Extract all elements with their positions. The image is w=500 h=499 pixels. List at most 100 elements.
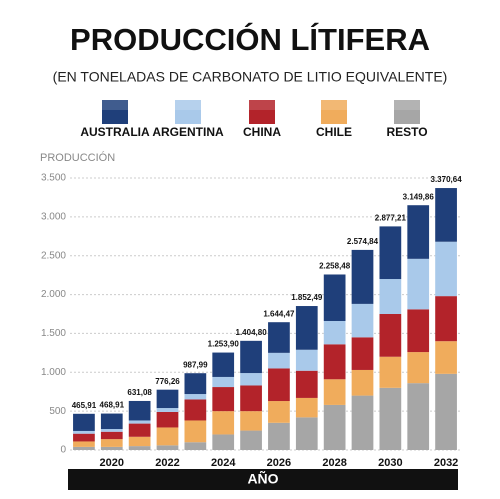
bar-segment xyxy=(268,322,290,353)
bar-segment xyxy=(73,413,95,431)
x-tick-label: 2032 xyxy=(434,457,458,469)
bar-segment xyxy=(323,344,346,380)
y-tick-label: 0 xyxy=(60,445,66,456)
legend-label: ARGENTINA xyxy=(152,125,224,139)
bar-segment xyxy=(240,385,262,412)
bar-segment xyxy=(351,249,374,304)
bar-segment xyxy=(128,446,151,450)
bar-segment xyxy=(128,436,151,447)
y-tick-label: 2.000 xyxy=(41,289,66,300)
total-label: 1.644,47 xyxy=(263,309,295,318)
bar-segment xyxy=(156,389,179,409)
bar-segment xyxy=(184,420,207,443)
bar-segment xyxy=(379,314,402,357)
legend-label: CHILE xyxy=(316,125,352,139)
bar-segment xyxy=(435,241,457,297)
bar-segment xyxy=(435,373,457,450)
total-label: 1.253,90 xyxy=(208,340,240,349)
bar-segment xyxy=(268,422,290,450)
bar-segment xyxy=(100,431,123,440)
legend-label: CHINA xyxy=(243,125,281,139)
bar-segment xyxy=(407,205,430,259)
legend-label: RESTO xyxy=(386,125,427,139)
legend-swatch xyxy=(249,110,275,124)
total-label: 3.149,86 xyxy=(403,192,435,201)
bar-segment xyxy=(323,404,346,450)
y-axis-label: PRODUCCIÓN xyxy=(40,151,115,164)
x-axis-label: AÑO xyxy=(247,470,278,487)
x-tick-label: 2028 xyxy=(322,457,346,469)
bar-segment xyxy=(379,356,402,388)
bar-segment xyxy=(295,349,318,371)
bar-segment xyxy=(435,296,457,342)
x-tick-label: 2020 xyxy=(100,457,124,469)
bar-segment xyxy=(100,439,123,447)
bar-segment xyxy=(323,320,346,345)
bar-segment xyxy=(212,434,235,450)
bar-segment xyxy=(351,395,374,450)
bar-segment xyxy=(128,420,151,424)
bar-segment xyxy=(323,274,346,321)
bar-segment xyxy=(351,303,374,338)
total-label: 465,91 xyxy=(72,401,97,410)
bar-segment xyxy=(295,397,318,418)
bar-segment xyxy=(100,413,123,430)
total-label: 776,26 xyxy=(155,377,180,386)
total-label: 987,99 xyxy=(183,360,208,369)
x-tick-label: 2022 xyxy=(155,457,179,469)
bar-segment xyxy=(435,188,457,242)
bar-segment xyxy=(156,445,179,450)
legend-swatch xyxy=(175,100,201,110)
y-tick-label: 3.000 xyxy=(41,211,66,222)
legend-swatch xyxy=(321,110,347,124)
total-label: 3.370,64 xyxy=(431,175,463,184)
bar-segment xyxy=(268,401,290,423)
legend-swatch xyxy=(102,110,128,124)
total-label: 631,08 xyxy=(127,388,152,397)
bar-segment xyxy=(184,373,207,395)
legend-swatch xyxy=(249,100,275,110)
bar-segment xyxy=(100,429,123,432)
bar-segment xyxy=(351,369,374,396)
bar-segment xyxy=(184,399,207,421)
bar-segment xyxy=(240,373,262,386)
total-label: 468,91 xyxy=(100,401,125,410)
legend-swatch xyxy=(175,110,201,124)
bar-segment xyxy=(212,352,235,377)
bar-segment xyxy=(407,258,430,310)
bar-segment xyxy=(240,340,262,374)
bar-segment xyxy=(351,337,374,370)
bar-segment xyxy=(128,423,151,437)
x-tick-label: 2026 xyxy=(267,457,291,469)
y-tick-label: 1.500 xyxy=(41,328,66,339)
legend-swatch xyxy=(394,110,420,124)
total-label: 2.258,48 xyxy=(319,262,351,271)
bar-segment xyxy=(184,442,207,450)
legend-swatch xyxy=(321,100,347,110)
total-label: 2.574,84 xyxy=(347,237,379,246)
total-label: 2.877,21 xyxy=(375,214,407,223)
legend-label: AUSTRALIA xyxy=(80,125,150,139)
x-axis-band xyxy=(68,469,458,490)
bar-segment xyxy=(407,383,430,450)
x-tick-label: 2030 xyxy=(378,457,402,469)
legend-swatch xyxy=(394,100,420,110)
bar-segment xyxy=(73,433,95,442)
bar-segment xyxy=(295,306,318,350)
bar-segment xyxy=(240,430,262,450)
total-label: 1.404,80 xyxy=(236,328,268,337)
bar-segment xyxy=(295,417,318,450)
bar-segment xyxy=(128,400,151,421)
bar-segment xyxy=(156,411,179,428)
bar-segment xyxy=(407,352,430,384)
bar-segment xyxy=(379,387,402,450)
bar-segment xyxy=(73,441,95,447)
y-tick-label: 500 xyxy=(49,406,66,417)
bar-segment xyxy=(212,411,235,435)
bar-segment xyxy=(295,370,318,398)
bar-segment xyxy=(407,309,430,353)
bar-segment xyxy=(73,430,95,434)
chart-subtitle: (EN TONELADAS DE CARBONATO DE LITIO EQUI… xyxy=(53,69,448,85)
x-tick-label: 2024 xyxy=(211,457,236,469)
